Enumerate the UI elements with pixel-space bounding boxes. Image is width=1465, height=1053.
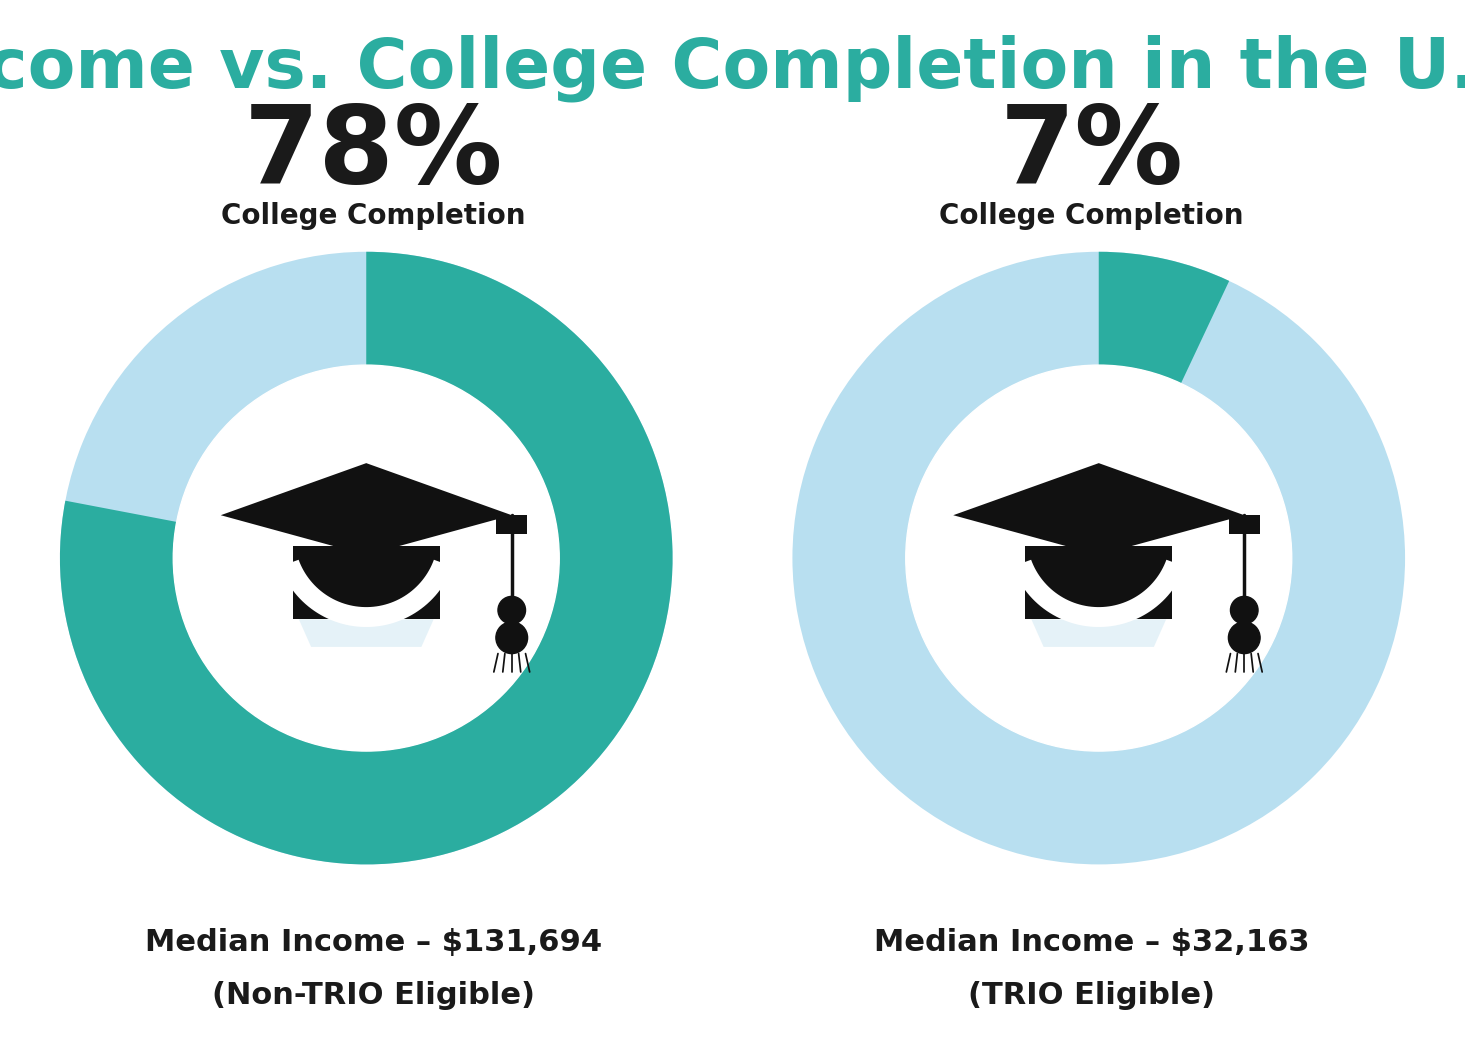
Polygon shape [299, 619, 434, 647]
Wedge shape [1099, 252, 1229, 383]
Circle shape [1231, 596, 1258, 624]
Text: 78%: 78% [243, 100, 504, 205]
Text: Median Income – $32,163: Median Income – $32,163 [873, 928, 1310, 957]
Polygon shape [954, 463, 1244, 555]
Wedge shape [793, 252, 1405, 865]
Polygon shape [1012, 560, 1185, 627]
Text: College Completion: College Completion [939, 202, 1244, 230]
Polygon shape [1026, 545, 1172, 619]
Wedge shape [60, 252, 672, 865]
Polygon shape [221, 463, 511, 555]
Wedge shape [60, 252, 672, 865]
Circle shape [498, 596, 526, 624]
Text: (TRIO Eligible): (TRIO Eligible) [968, 980, 1214, 1010]
Polygon shape [280, 560, 453, 627]
Polygon shape [293, 545, 440, 619]
Circle shape [173, 365, 560, 751]
Text: Income vs. College Completion in the U.S.: Income vs. College Completion in the U.S… [0, 35, 1465, 102]
Circle shape [1228, 622, 1260, 654]
Text: 7%: 7% [999, 100, 1184, 205]
Circle shape [495, 622, 527, 654]
Text: College Completion: College Completion [221, 202, 526, 230]
Polygon shape [497, 515, 527, 534]
Circle shape [905, 365, 1292, 751]
Polygon shape [1031, 619, 1166, 647]
Text: Median Income – $131,694: Median Income – $131,694 [145, 928, 602, 957]
Polygon shape [1229, 515, 1260, 534]
Text: (Non-TRIO Eligible): (Non-TRIO Eligible) [212, 980, 535, 1010]
